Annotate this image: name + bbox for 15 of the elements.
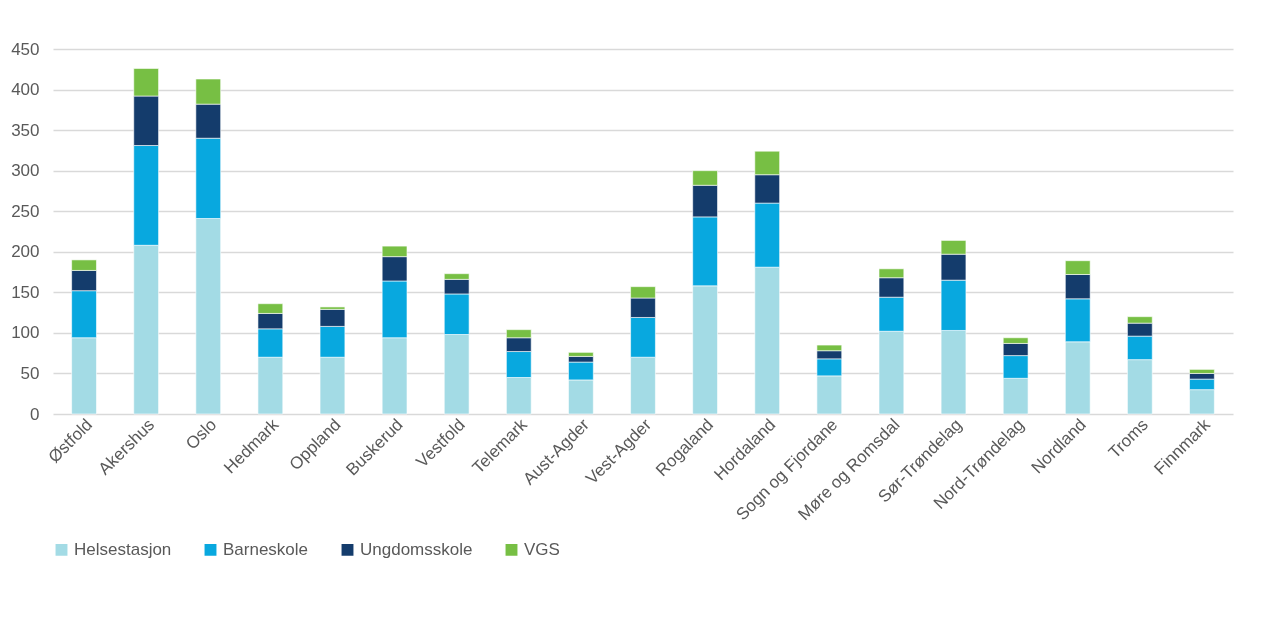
legend-label: Barneskole [223,539,309,559]
y-tick-label: 300 [11,161,40,181]
y-tick-label: 450 [11,39,40,59]
legend-label: VGS [524,539,560,559]
y-tick-label: 400 [11,80,40,100]
y-tick-label: 0 [30,404,40,424]
y-tick-label: 50 [20,363,40,383]
y-tick-label: 150 [11,282,40,302]
y-tick-label: 350 [11,120,40,140]
y-tick-label: 250 [11,201,40,221]
legend-label: Helsestasjon [74,539,172,559]
legend-label: Ungdomsskole [360,539,473,559]
y-tick-label: 100 [11,323,40,343]
y-tick-label: 200 [11,242,40,262]
x-tick-label: Oslo [182,415,221,454]
